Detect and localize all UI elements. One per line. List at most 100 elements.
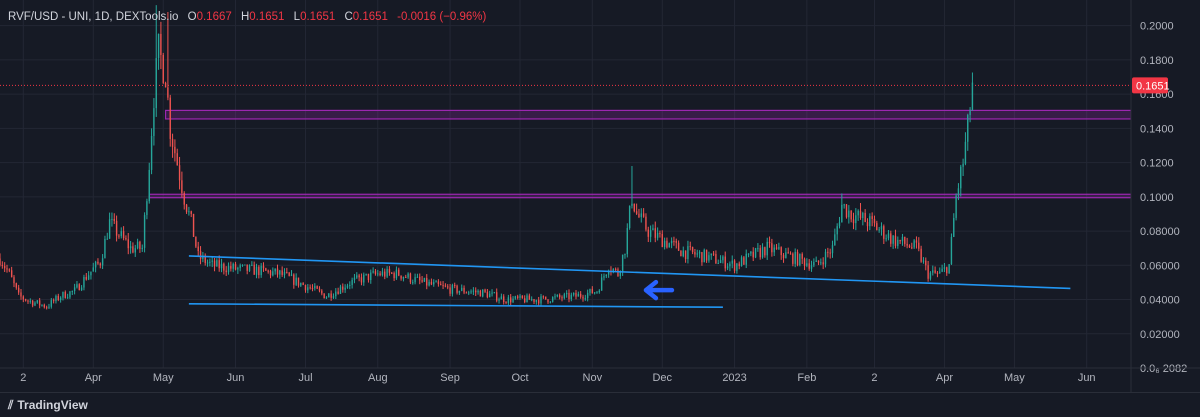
candle-body <box>596 292 598 294</box>
candle-series[interactable] <box>0 5 974 310</box>
candle-body <box>251 264 253 266</box>
candle-body <box>500 296 503 300</box>
candle-body <box>426 277 428 286</box>
candle-body <box>694 252 696 255</box>
candle-body <box>724 256 726 269</box>
candle-body <box>64 291 66 299</box>
candle-body <box>209 261 211 263</box>
candle-body <box>568 292 570 300</box>
ohlc-legend: RVF/USD - UNI, 1D, DEXTools.io O0.1667 H… <box>8 11 486 23</box>
candle-body <box>367 273 370 281</box>
candle-body <box>752 251 754 258</box>
candle-body <box>631 203 633 206</box>
candle-body <box>906 243 908 246</box>
candle-body <box>876 223 878 231</box>
candle-body <box>869 216 871 227</box>
candle-body <box>554 296 556 298</box>
candle-body <box>950 236 953 265</box>
candle-body <box>523 298 526 303</box>
candle-body <box>447 286 449 288</box>
candle-body <box>358 275 360 278</box>
candle-body <box>108 219 111 239</box>
candle-body <box>255 266 258 275</box>
candle-body <box>810 265 813 269</box>
candle-body <box>412 282 414 284</box>
candle-body <box>897 239 899 246</box>
candle-body <box>330 293 332 298</box>
candle-body <box>409 273 412 283</box>
time-tick-label: Nov <box>583 372 603 384</box>
candle-body <box>603 276 605 278</box>
time-axis[interactable]: 2 Apr May Jun Jul Aug Sep Oct Nov Dec 2023 Feb 2 Apr M… <box>0 367 1200 384</box>
price-tick-label: 0.02000 <box>1140 329 1180 341</box>
candle-body <box>614 268 617 270</box>
time-tick-label: Jul <box>298 372 312 384</box>
candle-body <box>365 273 367 275</box>
candle-body <box>813 261 815 266</box>
candle-body <box>76 284 78 288</box>
candle-body <box>535 300 538 302</box>
candle-body <box>8 269 11 271</box>
candle-body <box>484 289 486 292</box>
candle-body <box>283 271 286 275</box>
candle-body <box>792 253 794 264</box>
candle-body <box>834 234 836 246</box>
trendline <box>188 303 723 309</box>
candle-body <box>134 248 136 253</box>
candle-body <box>967 115 969 142</box>
candle-body <box>43 304 46 308</box>
close-value: 0.1651 <box>352 11 388 23</box>
symbol-title[interactable]: RVF/USD - UNI, 1D, DEXTools.io <box>8 11 179 23</box>
candle-body <box>216 260 218 267</box>
candle-body <box>148 169 150 202</box>
candle-body <box>384 271 386 277</box>
time-tick-label: May <box>153 372 174 384</box>
candle-body <box>69 291 71 298</box>
footer-bar: ⫽ TradingView <box>0 392 1200 417</box>
candle-body <box>66 297 69 299</box>
candle-body <box>654 228 656 238</box>
candle-body <box>164 82 167 88</box>
candle-body <box>442 285 444 287</box>
candle-body <box>512 298 514 303</box>
candle-body <box>505 302 507 304</box>
candle-body <box>13 277 15 284</box>
candle-body <box>575 292 577 297</box>
candle-body <box>689 246 691 248</box>
candle-body <box>491 292 493 294</box>
candle-body <box>785 252 787 259</box>
candle-body <box>817 260 820 263</box>
candle-body <box>920 248 922 262</box>
candle-body <box>628 205 631 229</box>
tradingview-logo-text: TradingView <box>17 398 88 412</box>
candle-body <box>227 266 230 273</box>
last-price-badge <box>1132 77 1168 94</box>
chart-canvas[interactable]: 0.20000.18000.16000.14000.12000.10000.08… <box>0 0 1200 392</box>
price-tick-label: 0.0₆ 2082 <box>1140 363 1187 375</box>
candle-body <box>3 265 6 269</box>
candle-body <box>237 267 239 270</box>
candle-body <box>530 299 533 301</box>
candle-body <box>600 277 603 291</box>
candle-body <box>852 219 855 224</box>
candle-body <box>34 302 36 306</box>
price-tick-label: 0.1400 <box>1140 123 1174 135</box>
candle-body <box>925 260 927 266</box>
candle-body <box>115 220 118 236</box>
candle-body <box>199 251 202 260</box>
close-label: C <box>344 11 353 23</box>
trendline-layer <box>188 255 1071 309</box>
candle-body <box>213 260 216 267</box>
candle-body <box>391 272 393 274</box>
candle-body <box>143 215 146 248</box>
candle-body <box>468 292 470 294</box>
candle-body <box>486 291 489 298</box>
candle-body <box>663 240 666 248</box>
candle-body <box>759 248 761 258</box>
tradingview-logo[interactable]: ⫽ TradingView <box>8 398 88 413</box>
candle-body <box>262 265 265 269</box>
candle-body <box>677 242 680 251</box>
candle-body <box>656 233 659 238</box>
candle-body <box>230 266 232 269</box>
price-axis[interactable]: 0.20000.18000.16000.14000.12000.10000.08… <box>1130 0 1200 392</box>
